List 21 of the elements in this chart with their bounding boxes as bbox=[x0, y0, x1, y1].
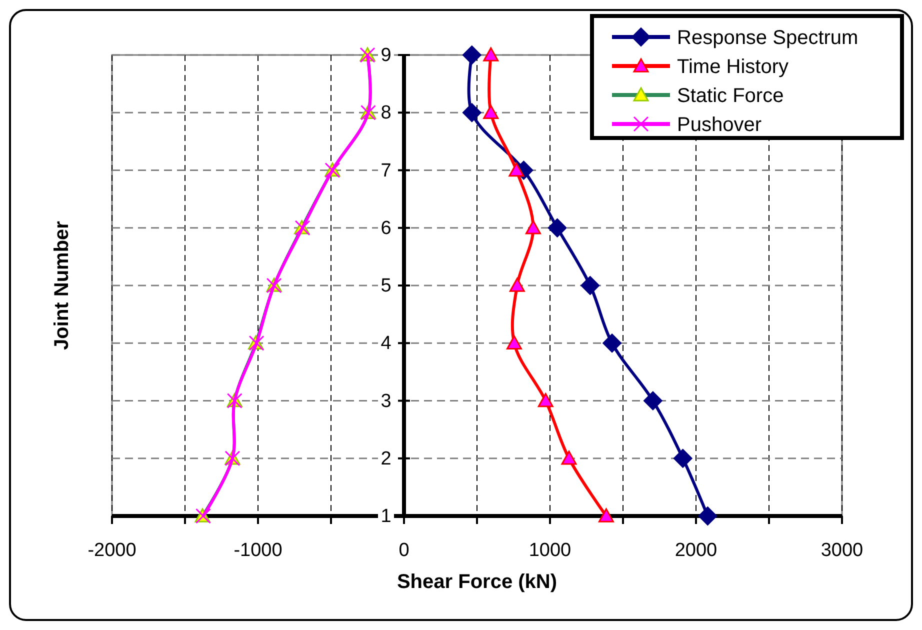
legend-label: Response Spectrum bbox=[677, 27, 858, 49]
y-tick-label: 4 bbox=[380, 333, 392, 354]
y-axis-title: Joint Number bbox=[51, 220, 73, 350]
y-tick-label: 9 bbox=[380, 45, 392, 66]
x-tick-label: -1000 bbox=[234, 540, 282, 561]
x-tick-label: 1000 bbox=[528, 540, 572, 561]
x-tick-label: -2000 bbox=[88, 540, 136, 561]
y-tick-label: 2 bbox=[380, 448, 392, 470]
x-axis-title: Shear Force (kN) bbox=[396, 571, 558, 593]
legend-label: Static Force bbox=[677, 85, 784, 107]
legend-label: Time History bbox=[677, 56, 788, 78]
x-tick-label: 3000 bbox=[820, 540, 864, 561]
x-tick-label: 2000 bbox=[674, 540, 718, 561]
y-tick-label: 3 bbox=[380, 390, 392, 412]
legend-label: Pushover bbox=[677, 114, 762, 136]
x-tick-label: 0 bbox=[398, 540, 410, 561]
y-tick-label: 6 bbox=[380, 218, 392, 239]
y-tick-label: 1 bbox=[380, 506, 392, 527]
y-tick-label: 5 bbox=[380, 276, 392, 296]
y-tick-label: 7 bbox=[380, 160, 392, 182]
y-tick-label: 8 bbox=[380, 102, 392, 124]
